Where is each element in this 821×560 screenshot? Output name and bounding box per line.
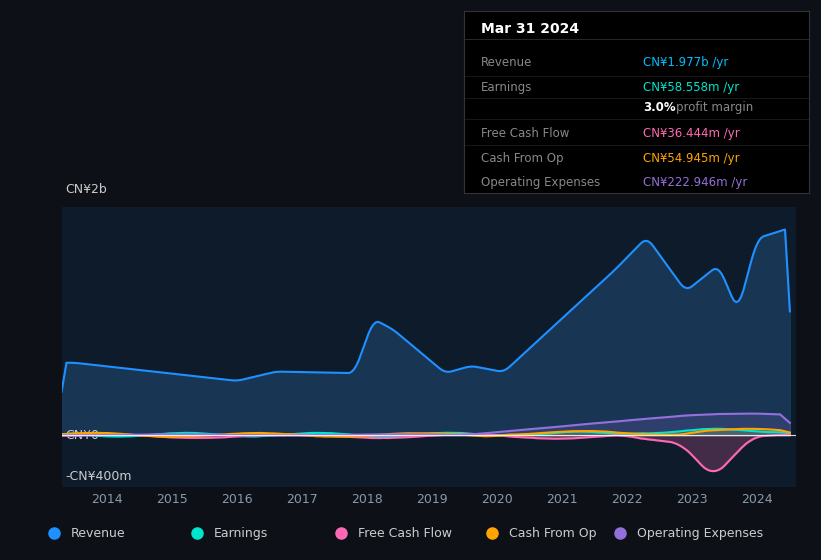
Text: Earnings: Earnings	[214, 527, 268, 540]
Text: Cash From Op: Cash From Op	[481, 152, 563, 165]
Text: CN¥0: CN¥0	[65, 429, 99, 442]
Text: Cash From Op: Cash From Op	[509, 527, 596, 540]
Text: Free Cash Flow: Free Cash Flow	[358, 527, 452, 540]
Text: Earnings: Earnings	[481, 81, 533, 94]
Text: Revenue: Revenue	[481, 55, 533, 69]
Text: Free Cash Flow: Free Cash Flow	[481, 127, 570, 139]
Text: Operating Expenses: Operating Expenses	[481, 176, 600, 189]
Text: CN¥54.945m /yr: CN¥54.945m /yr	[643, 152, 740, 165]
Text: -CN¥400m: -CN¥400m	[65, 470, 131, 483]
Text: CN¥1.977b /yr: CN¥1.977b /yr	[643, 55, 728, 69]
Text: CN¥58.558m /yr: CN¥58.558m /yr	[643, 81, 740, 94]
Text: Revenue: Revenue	[71, 527, 126, 540]
Text: Mar 31 2024: Mar 31 2024	[481, 22, 580, 36]
Text: Operating Expenses: Operating Expenses	[637, 527, 764, 540]
Text: CN¥222.946m /yr: CN¥222.946m /yr	[643, 176, 748, 189]
Text: CN¥36.444m /yr: CN¥36.444m /yr	[643, 127, 740, 139]
Text: profit margin: profit margin	[676, 101, 753, 114]
Text: 3.0%: 3.0%	[643, 101, 676, 114]
Text: CN¥2b: CN¥2b	[65, 183, 107, 196]
